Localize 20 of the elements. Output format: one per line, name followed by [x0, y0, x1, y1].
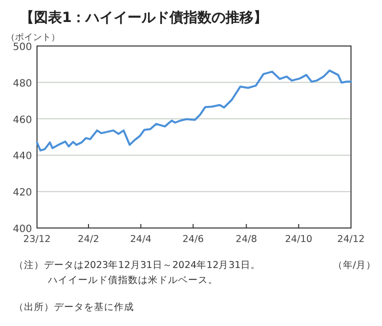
y-tick-label: 420	[12, 188, 32, 199]
y-tick-label: 440	[12, 151, 32, 162]
chart-title: 【図表1：ハイイールド債指数の推移】	[20, 10, 268, 26]
x-tick-label: 24/2	[78, 234, 100, 245]
x-tick-label: 24/8	[236, 234, 258, 245]
y-axis-title: （ポイント）	[6, 33, 60, 43]
y-tick-label: 400	[12, 224, 32, 235]
x-tick-label: 24/10	[284, 234, 312, 245]
y-tick-label: 500	[12, 42, 32, 53]
line-series	[36, 70, 352, 152]
y-tick-label: 460	[12, 114, 32, 126]
x-tick-label: 24/6	[182, 234, 204, 245]
text: （出所）データを基に作成	[14, 301, 134, 313]
x-tick-label: 24/12	[337, 234, 365, 245]
y-tick-label: 480	[12, 78, 32, 90]
text: ハイイールド債指数は米ドルベース。	[47, 274, 218, 286]
x-tick-label: 24/4	[130, 234, 152, 245]
x-tick-label: 23/12	[23, 234, 51, 245]
text: （注）データは2023年12月31日～2024年12月31日。	[14, 259, 261, 271]
x-axis-title: （年/月）	[332, 259, 376, 271]
